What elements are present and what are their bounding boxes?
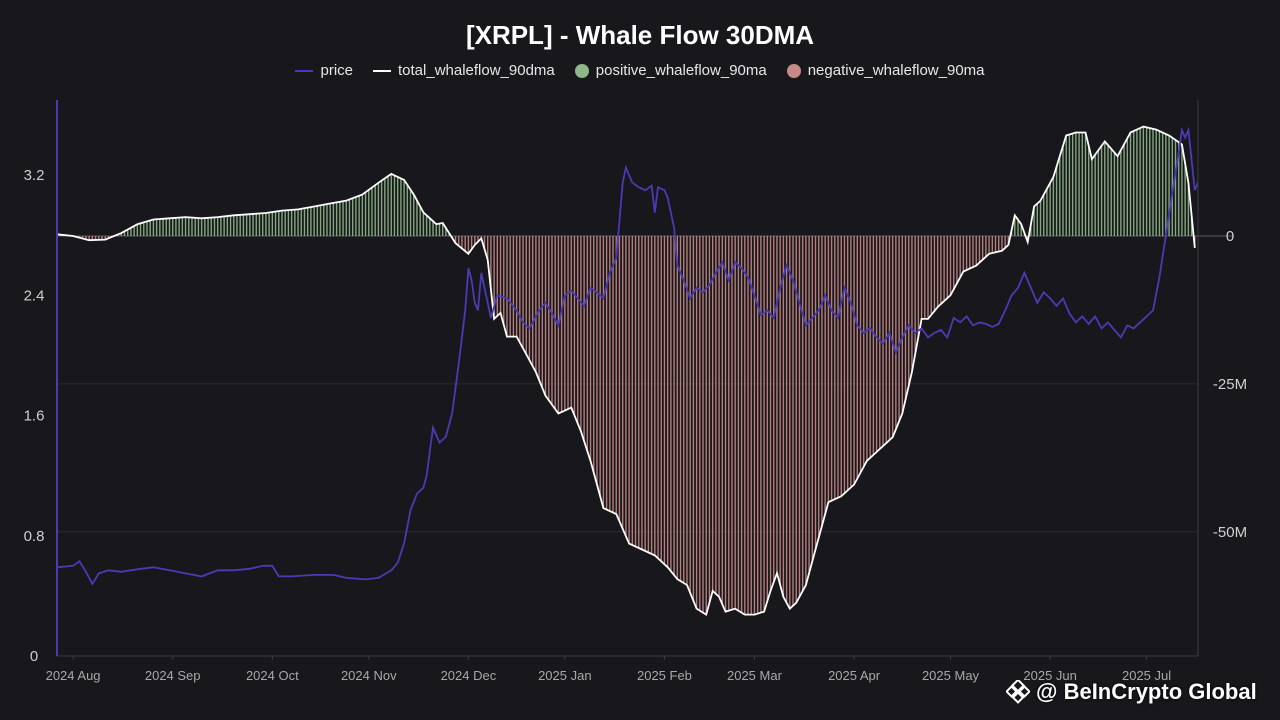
legend-swatch-total-whaleflow	[373, 69, 391, 72]
legend-swatch-positive-whaleflow	[574, 63, 589, 78]
price-line	[56, 126, 1199, 586]
watermark: @ BeInCrypto Global	[1006, 679, 1257, 705]
y-left-tick-label: 1.6	[24, 408, 45, 425]
y-left-tick-label: 2.4	[24, 287, 45, 304]
x-tick-label: 2024 Nov	[341, 668, 397, 683]
legend-swatch-negative-whaleflow	[786, 63, 801, 78]
series-lines	[56, 125, 1199, 616]
legend-swatch-price	[295, 69, 314, 72]
tick-labels: 0 0.8 1.6 2.4 3.2 0 -25M -50M 2024 Aug 2024 Sep 20…	[24, 167, 1248, 683]
axes	[56, 100, 1199, 657]
x-tick-label: 2025 Apr	[828, 668, 881, 683]
x-tick-label: 2025 May	[922, 668, 980, 683]
x-tick-label: 2025 Jul	[1122, 668, 1171, 683]
y-right-tick-label: -50M	[1213, 524, 1247, 541]
x-tick-label: 2024 Aug	[46, 668, 101, 683]
y-right-tick-label: 0	[1226, 228, 1234, 245]
whaleflow-bars	[56, 126, 1196, 615]
x-tick-label: 2024 Sep	[145, 668, 201, 683]
legend-label-negative-whaleflow: negative_whaleflow_90ma	[807, 62, 985, 79]
legend-item-positive-whaleflow[interactable]: positive_whaleflow_90ma	[574, 62, 767, 79]
legend-item-price[interactable]: price	[295, 62, 353, 79]
chart-title: [XRPL] - Whale Flow 30DMA	[465, 20, 815, 50]
chart-legend: price total_whaleflow_90dma positive_wha…	[0, 62, 1280, 79]
y-left-tick-label: 0	[30, 648, 38, 665]
x-tick-label: 2024 Dec	[441, 668, 497, 683]
x-tick-label: 2025 Jan	[538, 668, 592, 683]
legend-label-positive-whaleflow: positive_whaleflow_90ma	[595, 62, 767, 79]
legend-item-negative-whaleflow[interactable]: negative_whaleflow_90ma	[786, 62, 985, 79]
x-tick-label: 2025 Mar	[727, 668, 783, 683]
watermark-text: @ BeInCrypto Global	[1036, 679, 1257, 704]
x-tick-label: 2025 Feb	[637, 668, 692, 683]
beincrypto-logo-icon	[1006, 680, 1030, 704]
y-left-tick-label: 0.8	[24, 528, 45, 545]
legend-label-total-whaleflow: total_whaleflow_90dma	[398, 62, 555, 79]
total-whaleflow-line	[56, 125, 1196, 616]
x-tick-label: 2025 Jun	[1023, 668, 1077, 683]
legend-label-price: price	[320, 62, 353, 79]
y-right-tick-label: -25M	[1213, 376, 1247, 393]
x-tick-label: 2024 Oct	[246, 668, 299, 683]
y-left-tick-label: 3.2	[24, 167, 45, 184]
legend-item-total-whaleflow[interactable]: total_whaleflow_90dma	[373, 62, 555, 79]
